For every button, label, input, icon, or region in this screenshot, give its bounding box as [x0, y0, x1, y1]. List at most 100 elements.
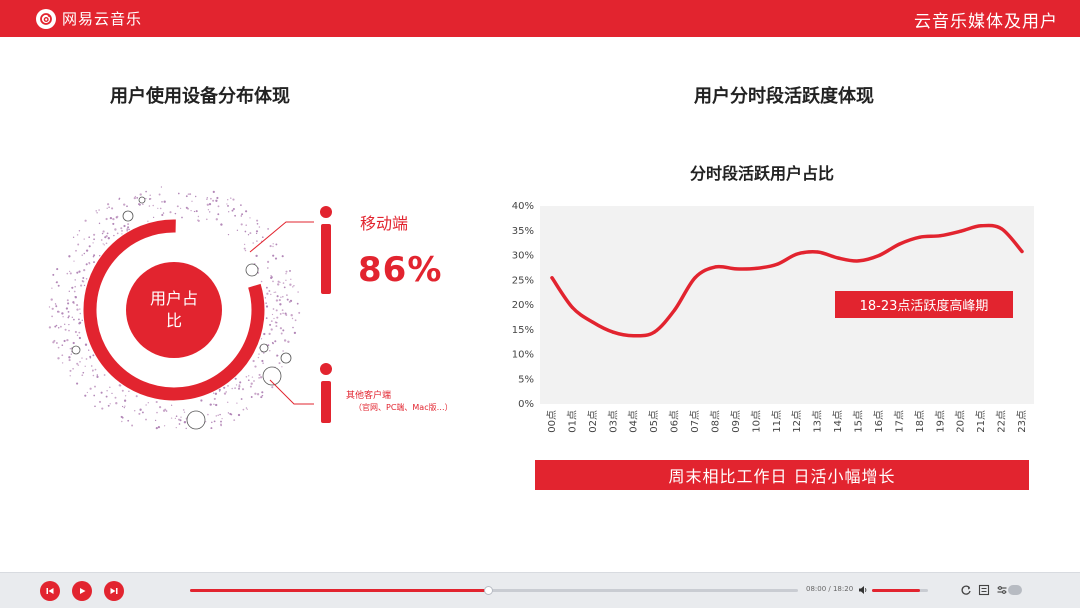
halo-dot [101, 232, 104, 235]
x-tick-label: 11点 [771, 410, 783, 433]
previous-button[interactable] [40, 581, 60, 601]
halo-dot [281, 255, 284, 258]
speed-toggle[interactable] [1008, 585, 1022, 595]
halo-dot [236, 402, 238, 404]
play-button[interactable] [72, 581, 92, 601]
halo-dot [275, 299, 279, 302]
halo-dot [103, 374, 106, 376]
x-tick-label: 17点 [893, 410, 905, 433]
y-tick-label: 5% [518, 374, 534, 385]
halo-dot [115, 402, 118, 405]
halo-dot [76, 308, 79, 311]
halo-dot [238, 385, 241, 388]
progress-knob[interactable] [483, 586, 493, 595]
mobile-marker-dot [320, 206, 332, 218]
halo-dot [74, 330, 77, 334]
repeat-icon[interactable] [960, 584, 972, 596]
halo-dot [212, 199, 215, 202]
halo-dot [280, 332, 283, 335]
halo-dot [134, 195, 137, 198]
halo-dot [175, 426, 177, 429]
halo-dot [96, 374, 99, 376]
halo-dot [102, 243, 104, 245]
halo-dot [124, 405, 126, 407]
halo-dot [213, 397, 216, 400]
halo-dot [174, 212, 177, 215]
x-tick-label: 06点 [669, 410, 681, 433]
halo-dot [206, 203, 209, 206]
halo-dot [264, 297, 267, 299]
halo-dot [265, 317, 268, 319]
halo-dot [139, 193, 142, 196]
halo-dot [77, 364, 80, 366]
brand-name: 网易云音乐 [62, 10, 143, 28]
halo-dot [241, 213, 244, 216]
halo-dot [225, 391, 227, 393]
halo-dot [263, 332, 266, 336]
playlist-icon[interactable] [978, 584, 990, 596]
halo-dot [227, 412, 230, 414]
halo-dot [258, 226, 261, 228]
halo-dot [231, 209, 234, 212]
halo-dot [61, 312, 64, 315]
halo-dot [88, 262, 91, 265]
halo-dot [268, 290, 271, 292]
halo-dot [81, 357, 83, 359]
data-point [856, 259, 861, 263]
halo-dot [179, 207, 182, 210]
data-point [775, 262, 779, 266]
chart-title: 分时段活跃用户占比 [690, 164, 835, 183]
halo-dot [163, 425, 166, 427]
x-tick-label: 05点 [648, 410, 660, 433]
weekend-growth-banner: 周末相比工作日 日活小幅增长 [535, 460, 1029, 490]
settings-icon[interactable] [996, 584, 1008, 596]
halo-dot [83, 252, 86, 255]
halo-dot [261, 236, 264, 239]
halo-dot [276, 354, 279, 357]
halo-dot [65, 307, 69, 310]
x-tick-label: 00点 [546, 410, 558, 433]
halo-dot [266, 267, 269, 269]
halo-dot [127, 223, 130, 226]
halo-dot [244, 230, 247, 233]
halo-dot [126, 205, 128, 208]
halo-dot [249, 232, 252, 235]
halo-dot [254, 392, 257, 395]
halo-dot [141, 411, 144, 414]
volume-icon[interactable] [858, 585, 868, 595]
halo-dot [234, 387, 236, 389]
halo-dot [121, 420, 123, 423]
next-button[interactable] [104, 581, 124, 601]
halo-dot [257, 356, 260, 359]
halo-dot [282, 350, 284, 352]
halo-dot [85, 278, 88, 280]
halo-dot [68, 315, 70, 317]
play-icon [80, 588, 86, 594]
halo-dot [265, 302, 267, 304]
halo-dot [145, 197, 147, 200]
halo-dot [123, 406, 125, 409]
halo-dot [256, 393, 260, 396]
data-point [1000, 227, 1004, 231]
halo-dot [71, 316, 73, 318]
volume-slider[interactable] [872, 589, 928, 592]
halo-dot [102, 230, 105, 233]
halo-dot [276, 316, 279, 319]
halo-dot [88, 349, 90, 351]
halo-dot [246, 408, 248, 410]
halo-dot [155, 400, 158, 404]
x-tick-label: 15点 [853, 410, 865, 433]
halo-dot [93, 238, 95, 241]
halo-dot [152, 204, 154, 207]
y-tick-label: 15% [512, 325, 534, 336]
halo-dot [235, 384, 238, 386]
progress-track[interactable] [190, 586, 798, 595]
halo-dot [193, 210, 196, 213]
halo-dot [68, 270, 71, 273]
halo-dot [275, 243, 278, 246]
halo-dot [268, 332, 271, 335]
halo-dot [92, 255, 95, 258]
halo-dot [179, 419, 182, 422]
halo-dot [81, 280, 84, 282]
halo-dot [223, 392, 227, 395]
